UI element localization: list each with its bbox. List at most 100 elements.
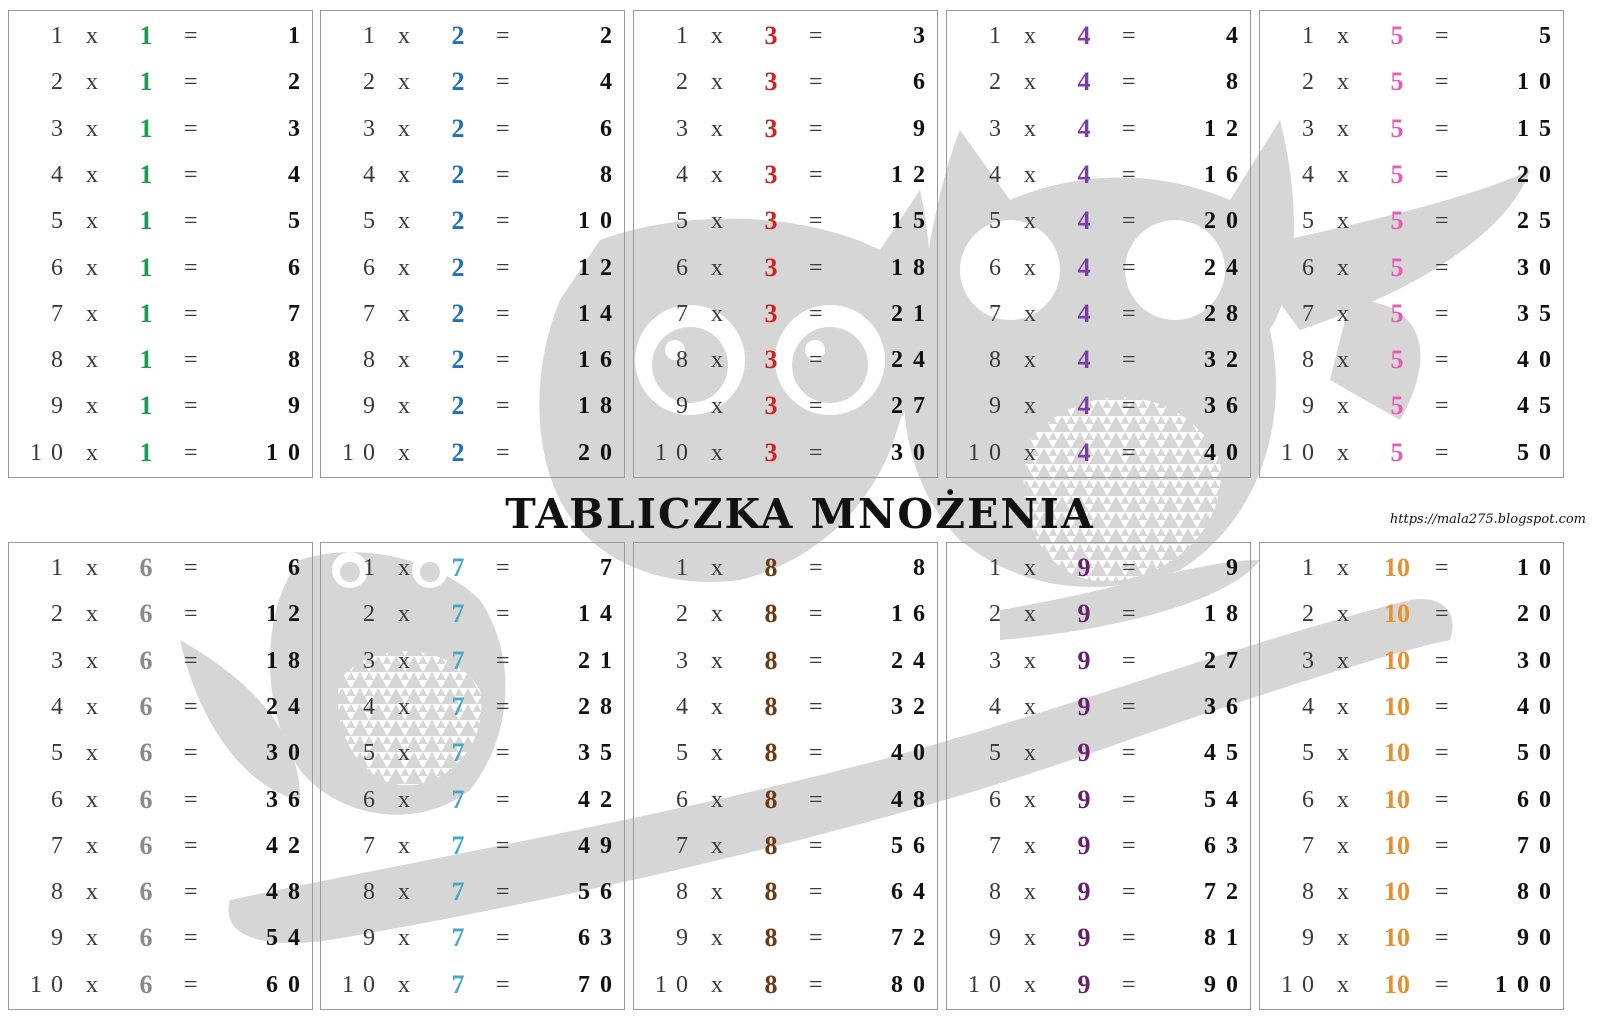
times-sign: x [86, 555, 98, 581]
product: 5 [1539, 23, 1561, 49]
equals-sign: = [1435, 879, 1449, 906]
factor: 2 [451, 67, 465, 97]
factor: 3 [764, 298, 778, 328]
multiplicand: 5 [676, 740, 697, 767]
equals-sign: = [184, 647, 198, 674]
times-sign: x [398, 254, 410, 281]
multiplicand: 8 [51, 347, 72, 374]
equation-row: 5 x 3 = 15 [634, 203, 937, 239]
equals-sign: = [184, 601, 198, 628]
equation-row: 6 x 1 = 6 [9, 250, 312, 286]
equals-sign: = [809, 601, 823, 628]
multiplicand: 3 [51, 647, 72, 674]
times-sign: x [398, 115, 410, 142]
equals-sign: = [496, 555, 510, 581]
product: 49 [578, 832, 622, 859]
multiplicand: 5 [989, 740, 1010, 767]
equation-row: 1 x 9 = 9 [947, 550, 1250, 586]
equals-sign: = [809, 786, 823, 813]
equation-row: 10 x 2 = 20 [321, 435, 624, 471]
equation-row: 7 x 8 = 56 [634, 828, 937, 864]
equals-sign: = [184, 161, 198, 188]
product: 56 [578, 879, 622, 906]
equation-row: 2 x 4 = 8 [947, 64, 1250, 100]
times-sign: x [1024, 208, 1036, 235]
times-sign: x [1337, 786, 1349, 813]
equals-sign: = [809, 23, 823, 49]
equals-sign: = [496, 693, 510, 720]
product: 7 [288, 300, 310, 327]
equals-sign: = [496, 740, 510, 767]
equation-row: 1 x 10 = 10 [1260, 550, 1563, 586]
product: 5 [288, 208, 310, 235]
multiplicand: 10 [30, 439, 72, 466]
equals-sign: = [809, 740, 823, 767]
product: 12 [578, 254, 622, 281]
equals-sign: = [1122, 23, 1136, 49]
product: 48 [891, 786, 935, 813]
equals-sign: = [1435, 786, 1449, 813]
product: 50 [1517, 740, 1561, 767]
equation-row: 6 x 6 = 36 [9, 782, 312, 818]
multiplicand: 1 [676, 23, 697, 49]
times-sign: x [1337, 347, 1349, 374]
factor: 8 [764, 738, 778, 768]
multiplicand: 5 [51, 208, 72, 235]
equals-sign: = [496, 925, 510, 952]
multiplicand: 6 [51, 254, 72, 281]
product: 32 [891, 693, 935, 720]
times-table-1: 1 x 1 = 1 2 x 1 = 2 3 x 1 = 3 4 x 1 = 4 5 x 1 = 5 6 x 1 = 6 7 x 1 = 7 8 x 1 = 8… [8, 10, 313, 478]
product: 63 [1204, 832, 1248, 859]
times-sign: x [398, 69, 410, 96]
times-sign: x [86, 971, 98, 998]
times-sign: x [398, 439, 410, 466]
equation-row: 9 x 6 = 54 [9, 920, 312, 956]
product: 6 [288, 254, 310, 281]
multiplicand: 9 [1302, 393, 1323, 420]
multiplicand: 4 [1302, 161, 1323, 188]
product: 81 [1204, 925, 1248, 952]
multiplicand: 6 [989, 254, 1010, 281]
product: 45 [1204, 740, 1248, 767]
product: 10 [1517, 555, 1561, 581]
equals-sign: = [1122, 601, 1136, 628]
times-sign: x [398, 740, 410, 767]
equals-sign: = [809, 832, 823, 859]
factor: 7 [451, 738, 465, 768]
equals-sign: = [184, 740, 198, 767]
equals-sign: = [1122, 393, 1136, 420]
multiplicand: 6 [676, 254, 697, 281]
times-sign: x [1024, 115, 1036, 142]
equation-row: 7 x 6 = 42 [9, 828, 312, 864]
equals-sign: = [1122, 69, 1136, 96]
times-sign: x [86, 925, 98, 952]
factor: 10 [1384, 923, 1410, 953]
equals-sign: = [1122, 879, 1136, 906]
multiplicand: 1 [1302, 23, 1323, 49]
equals-sign: = [496, 647, 510, 674]
equation-row: 1 x 7 = 7 [321, 550, 624, 586]
product: 9 [1226, 555, 1248, 581]
times-sign: x [86, 832, 98, 859]
product: 16 [1204, 161, 1248, 188]
equation-row: 9 x 5 = 45 [1260, 388, 1563, 424]
factor: 9 [1077, 645, 1091, 675]
factor: 1 [139, 113, 153, 143]
factor: 5 [1390, 298, 1404, 328]
times-sign: x [1337, 740, 1349, 767]
equals-sign: = [1122, 208, 1136, 235]
equation-row: 1 x 1 = 1 [9, 18, 312, 54]
times-table-3: 1 x 3 = 3 2 x 3 = 6 3 x 3 = 9 4 x 3 = 12 5 x 3 = 15 6 x 3 = 18 7 x 3 = 21 8… [633, 10, 938, 478]
equation-row: 3 x 9 = 27 [947, 643, 1250, 679]
product: 36 [1204, 393, 1248, 420]
multiplicand: 9 [676, 925, 697, 952]
equals-sign: = [496, 879, 510, 906]
multiplicand: 1 [676, 555, 697, 581]
product: 30 [891, 439, 935, 466]
times-sign: x [86, 208, 98, 235]
multiplicand: 1 [363, 555, 384, 581]
product: 40 [1517, 693, 1561, 720]
times-table-10: 1 x 10 = 10 2 x 10 = 20 3 x 10 = 30 4 x 10 = 40 5 x 10 = 50 6 x 10 =… [1259, 542, 1564, 1010]
times-sign: x [398, 161, 410, 188]
equals-sign: = [1435, 693, 1449, 720]
